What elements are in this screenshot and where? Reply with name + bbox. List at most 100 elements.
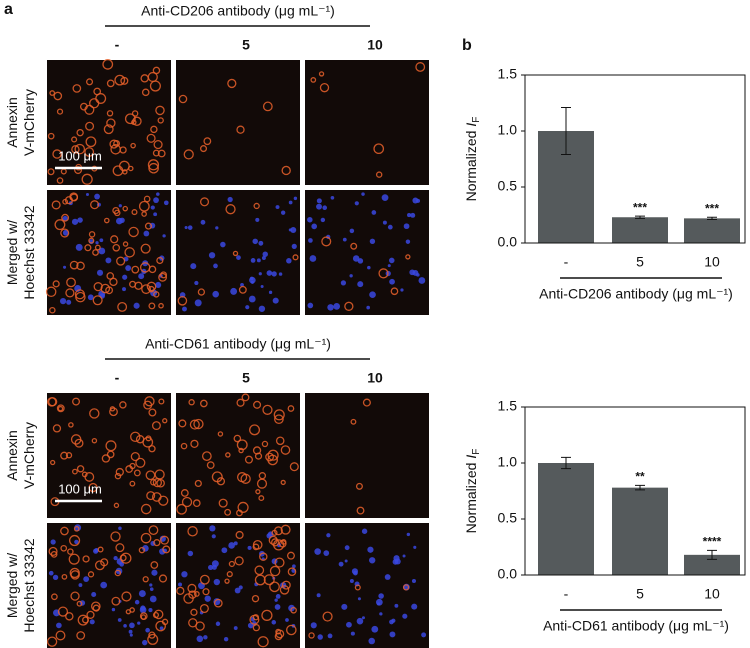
nucleus — [113, 556, 118, 561]
cell — [74, 166, 83, 175]
x-axis-label: Anti-CD61 antibody (μg mL⁻¹) — [543, 618, 729, 634]
cell — [77, 614, 89, 626]
row-label-line: V-mCherry — [21, 422, 37, 489]
nucleus — [220, 241, 226, 248]
nucleus — [153, 212, 158, 217]
cell — [321, 236, 332, 247]
cell — [280, 479, 286, 486]
cell — [236, 125, 245, 134]
cell — [224, 578, 230, 584]
cell — [150, 125, 158, 134]
cell — [70, 434, 82, 445]
cell — [122, 241, 129, 247]
nucleus — [187, 225, 193, 230]
cell — [45, 286, 57, 298]
nucleus — [260, 284, 264, 289]
nucleus — [394, 603, 399, 608]
row-label-line: Hoechst 33342 — [21, 538, 37, 632]
cell — [130, 142, 136, 149]
row-label-line: Annexin — [4, 97, 20, 148]
cell — [286, 551, 295, 560]
cell — [280, 524, 291, 535]
cell — [249, 424, 261, 436]
micrograph — [305, 190, 429, 315]
cell — [47, 132, 55, 140]
cell — [197, 288, 206, 296]
nucleus — [410, 212, 416, 218]
cell — [115, 543, 125, 553]
micrograph — [47, 60, 171, 185]
nucleus — [274, 604, 281, 610]
nucleus — [381, 194, 389, 202]
bar — [684, 218, 740, 243]
nucleus — [62, 215, 68, 222]
nucleus — [391, 618, 396, 623]
cell — [140, 243, 151, 254]
nucleus — [406, 532, 411, 537]
nucleus — [153, 197, 159, 204]
nucleus — [163, 200, 169, 206]
nucleus — [317, 634, 323, 640]
cell — [153, 609, 164, 620]
nucleus — [94, 193, 100, 200]
cell — [128, 226, 139, 238]
y-axis-label-subscript: F — [471, 117, 482, 123]
cell — [253, 202, 260, 210]
nucleus — [387, 264, 391, 268]
cell — [238, 285, 247, 294]
cell — [140, 532, 152, 544]
cell — [176, 503, 187, 515]
cell — [140, 614, 147, 620]
nucleus — [367, 546, 374, 553]
cell — [390, 287, 399, 296]
nucleus — [128, 629, 133, 634]
cell — [76, 261, 85, 271]
cell — [274, 557, 285, 568]
cell — [75, 291, 86, 303]
cell — [180, 442, 188, 450]
cell — [111, 596, 121, 606]
cell — [65, 288, 75, 298]
nucleus — [377, 602, 381, 606]
nucleus — [327, 304, 334, 311]
nucleus — [316, 203, 322, 210]
nucleus — [261, 255, 266, 260]
cell — [94, 244, 101, 251]
cell — [67, 548, 74, 555]
cell — [148, 302, 156, 310]
cell — [56, 404, 65, 413]
nucleus — [145, 627, 150, 633]
nucleus — [307, 216, 313, 223]
y-axis-label: Normalized IF — [463, 449, 482, 534]
nucleus — [311, 223, 318, 230]
cell — [68, 422, 74, 428]
cell — [373, 143, 385, 155]
nucleus — [134, 599, 140, 605]
x-tick-label: 5 — [636, 254, 644, 270]
cell — [105, 440, 117, 452]
cell — [240, 473, 251, 484]
nucleus — [344, 545, 350, 551]
cell — [158, 302, 164, 309]
y-axis-label-symbol: I — [463, 123, 479, 127]
cell — [133, 469, 141, 477]
cell — [153, 539, 161, 547]
cell — [273, 409, 285, 421]
nucleus — [221, 547, 228, 554]
nucleus — [78, 583, 83, 588]
cell — [138, 200, 150, 212]
cell — [258, 495, 265, 502]
cell — [269, 565, 281, 577]
row-label: Merged w/Hoechst 33342 — [4, 538, 37, 632]
cell — [238, 447, 244, 454]
nucleus — [416, 198, 421, 203]
nucleus — [137, 621, 141, 625]
nucleus — [249, 276, 254, 281]
nucleus — [245, 305, 250, 310]
cell — [183, 149, 194, 160]
cell — [355, 482, 363, 490]
nucleus — [227, 196, 233, 203]
cell — [218, 498, 228, 508]
nucleus — [389, 631, 396, 638]
nucleus — [234, 587, 241, 594]
